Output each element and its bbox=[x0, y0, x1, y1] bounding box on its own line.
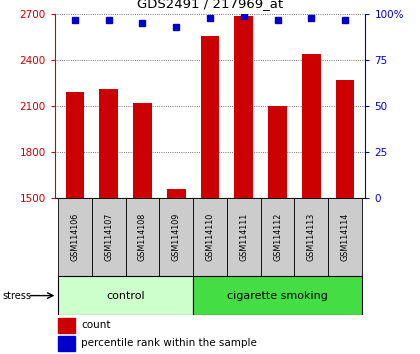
Bar bbox=[58, 336, 75, 351]
Bar bbox=[201, 36, 219, 198]
Text: GSM114114: GSM114114 bbox=[341, 213, 349, 261]
Text: GSM114113: GSM114113 bbox=[307, 213, 316, 261]
Text: GSM114107: GSM114107 bbox=[104, 213, 113, 261]
Bar bbox=[100, 88, 118, 198]
Bar bbox=[58, 198, 92, 276]
Bar bbox=[58, 276, 193, 315]
Text: stress: stress bbox=[2, 291, 31, 301]
Text: control: control bbox=[106, 291, 145, 301]
Text: GSM114112: GSM114112 bbox=[273, 213, 282, 261]
Bar bbox=[268, 106, 287, 198]
Bar bbox=[227, 198, 261, 276]
Text: count: count bbox=[81, 320, 110, 330]
Bar bbox=[294, 198, 328, 276]
Text: GSM114109: GSM114109 bbox=[172, 213, 181, 261]
Text: GSM114110: GSM114110 bbox=[205, 213, 215, 261]
Text: GSM114108: GSM114108 bbox=[138, 213, 147, 261]
Text: percentile rank within the sample: percentile rank within the sample bbox=[81, 338, 257, 348]
Title: GDS2491 / 217969_at: GDS2491 / 217969_at bbox=[137, 0, 283, 10]
Bar bbox=[133, 103, 152, 198]
Bar bbox=[336, 80, 354, 198]
Bar bbox=[193, 276, 362, 315]
Bar bbox=[92, 198, 126, 276]
Bar bbox=[66, 92, 84, 198]
Bar bbox=[193, 198, 227, 276]
Bar bbox=[167, 189, 186, 198]
Bar bbox=[302, 54, 320, 198]
Bar bbox=[234, 16, 253, 198]
Bar bbox=[159, 198, 193, 276]
Text: GSM114106: GSM114106 bbox=[71, 213, 79, 261]
Bar bbox=[126, 198, 159, 276]
Text: cigarette smoking: cigarette smoking bbox=[227, 291, 328, 301]
Bar bbox=[261, 198, 294, 276]
Text: GSM114111: GSM114111 bbox=[239, 213, 248, 261]
Bar bbox=[58, 318, 75, 333]
Bar bbox=[328, 198, 362, 276]
